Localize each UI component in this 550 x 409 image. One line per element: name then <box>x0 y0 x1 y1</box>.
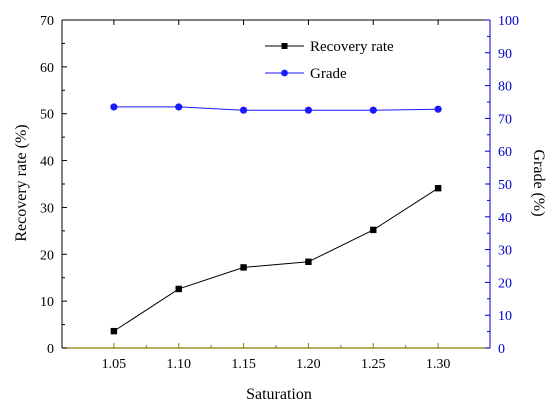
axes <box>61 19 491 349</box>
y-axis-title: Recovery rate (%) <box>13 124 30 241</box>
y2-tick-label: 100 <box>498 14 519 29</box>
data-point-recovery <box>240 264 247 271</box>
y2-tick-label: 20 <box>498 276 512 291</box>
y-tick-label: 20 <box>40 248 54 263</box>
y2-tick-label: 40 <box>498 211 512 226</box>
y2-tick-label: 30 <box>498 244 512 259</box>
data-point-recovery <box>434 185 442 192</box>
data-point-grade <box>304 106 313 114</box>
ticks: 1.05 1.10 1.15 1.20 1.25 1.30 0 10 20 30 40 50 60 70 0… <box>40 14 519 372</box>
x-tick-label: 1.15 <box>231 357 256 372</box>
y2-tick-label: 80 <box>498 80 512 95</box>
y2-tick-label: 60 <box>498 145 512 160</box>
legend-marker-recovery <box>281 43 288 49</box>
y-tick-label: 30 <box>40 201 54 216</box>
series-line-grade <box>113 106 439 111</box>
data-point-recovery <box>175 285 182 293</box>
data-point-grade <box>175 103 183 111</box>
y2-tick-label: 70 <box>498 112 512 127</box>
y-tick-label: 0 <box>47 342 54 357</box>
data-point-grade <box>239 106 248 114</box>
x-tick-label: 1.10 <box>166 357 191 372</box>
y-tick-label: 50 <box>40 108 54 123</box>
y-tick-label: 10 <box>40 295 54 310</box>
x-tick-label: 1.30 <box>426 357 451 372</box>
y2-tick-label: 0 <box>498 342 505 357</box>
series-line-recovery <box>113 187 439 332</box>
data-point-recovery <box>110 327 118 335</box>
y2-axis-title: Grade (%) <box>530 149 547 216</box>
y2-tick-label: 10 <box>498 309 512 324</box>
data-point-recovery <box>370 226 377 234</box>
x-tick-label: 1.05 <box>102 357 127 372</box>
y2-tick-label: 50 <box>498 178 512 193</box>
x-tick-label: 1.20 <box>296 357 321 372</box>
y2-tick-label: 90 <box>498 47 512 62</box>
data-point-grade <box>434 105 442 113</box>
data-point-recovery <box>305 258 312 265</box>
legend: Recovery rate Grade <box>265 39 394 82</box>
series-layer <box>110 103 442 335</box>
x-tick-label: 1.25 <box>361 357 386 372</box>
legend-label-grade: Grade <box>310 66 347 82</box>
data-point-grade <box>369 106 377 114</box>
x-axis-title: Saturation <box>246 386 312 403</box>
data-point-grade <box>110 103 118 111</box>
y-tick-label: 60 <box>40 61 54 76</box>
legend-marker-grade <box>281 69 288 77</box>
y-tick-label: 70 <box>40 14 54 29</box>
y-tick-label: 40 <box>40 155 54 170</box>
legend-label-recovery: Recovery rate <box>310 39 394 55</box>
